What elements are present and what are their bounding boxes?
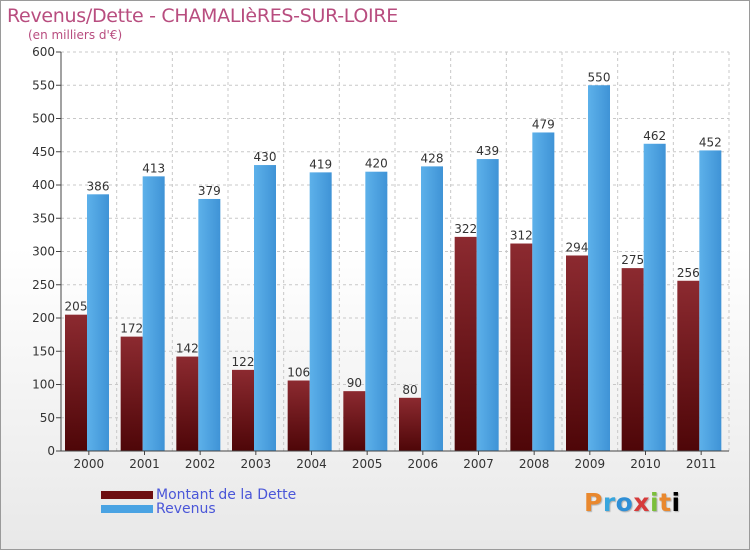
- y-tick-label: 400: [32, 178, 55, 192]
- bar-dette: [566, 255, 588, 451]
- data-label: 479: [532, 117, 555, 131]
- x-tick-label: 2000: [74, 457, 105, 471]
- chart-title: Revenus/Dette - CHAMALIèRES-SUR-LOIRE: [7, 5, 398, 27]
- y-tick-label: 150: [32, 344, 55, 358]
- data-label: 386: [87, 179, 110, 193]
- logo-letter: t: [659, 488, 672, 517]
- y-tick-label: 500: [32, 112, 55, 126]
- bar-revenus: [198, 198, 221, 451]
- x-tick-label: 2002: [185, 457, 216, 471]
- data-label: 90: [347, 376, 362, 390]
- y-tick-label: 450: [32, 145, 55, 159]
- y-tick-label: 250: [32, 278, 55, 292]
- data-label: 142: [176, 342, 199, 356]
- x-tick-label: 2003: [241, 457, 272, 471]
- bar-dette: [120, 336, 143, 451]
- logo-letter: o: [615, 488, 634, 517]
- data-label: 419: [309, 157, 332, 171]
- data-label: 379: [198, 184, 221, 198]
- x-tick-label: 2006: [408, 457, 439, 471]
- data-label: 122: [232, 355, 255, 369]
- y-tick-label: 0: [47, 444, 55, 458]
- legend-label-dette: Montant de la Dette: [156, 487, 297, 503]
- bar-dette: [232, 369, 254, 451]
- bar-dette: [343, 391, 366, 451]
- data-label: 430: [254, 150, 277, 164]
- grid-layer: [61, 51, 730, 451]
- bar-dette: [399, 397, 421, 451]
- data-label: 294: [566, 240, 589, 254]
- y-tick-label: 100: [32, 378, 55, 392]
- bar-dette: [287, 380, 310, 451]
- data-label: 462: [643, 129, 666, 143]
- x-tick-label: 2001: [129, 457, 160, 471]
- x-tick-label: 2010: [630, 457, 661, 471]
- bar-revenus: [421, 166, 443, 451]
- logo-letter: x: [633, 488, 650, 517]
- data-label: 413: [142, 161, 165, 175]
- y-tick-label: 550: [32, 78, 55, 92]
- legend-label-revenus: Revenus: [156, 501, 216, 517]
- bar-revenus: [476, 159, 499, 451]
- data-label: 420: [365, 157, 388, 171]
- x-tick-label: 2004: [296, 457, 327, 471]
- bar-revenus: [309, 172, 332, 452]
- bar-revenus: [588, 85, 610, 451]
- logo-letter: P: [584, 488, 603, 517]
- bar-dette: [510, 243, 533, 451]
- data-label: 550: [588, 70, 611, 84]
- x-tick-label: 2009: [575, 457, 606, 471]
- bar-revenus: [699, 150, 722, 452]
- y-tick-label: 300: [32, 245, 55, 259]
- data-label: 322: [454, 222, 477, 236]
- legend-swatch-dette: [101, 491, 153, 499]
- x-tick-label: 2005: [352, 457, 383, 471]
- data-label: 275: [621, 253, 644, 267]
- data-label: 205: [65, 300, 88, 314]
- proxiti-logo: Proxiti: [584, 488, 681, 517]
- data-label: 452: [699, 135, 722, 149]
- bar-revenus: [365, 171, 388, 451]
- bar-revenus: [142, 176, 165, 452]
- bar-revenus: [643, 143, 666, 451]
- bar-revenus: [87, 194, 109, 451]
- x-tick-label: 2007: [463, 457, 494, 471]
- y-tick-label: 350: [32, 211, 55, 225]
- bar-dette: [454, 236, 477, 451]
- logo-letter: i: [671, 488, 681, 517]
- data-label: 106: [287, 366, 310, 380]
- bar-dette: [621, 268, 644, 451]
- legend-swatch-revenus: [101, 505, 153, 513]
- data-label: 428: [421, 151, 444, 165]
- data-label: 172: [120, 322, 143, 336]
- labels-layer: 0 50 100 150 200 250 300 350 400 450 500 550 600 2000…: [32, 45, 722, 471]
- y-tick-label: 600: [32, 45, 55, 59]
- logo-letter: i: [650, 488, 660, 517]
- data-label: 312: [510, 229, 533, 243]
- bar-dette: [176, 356, 199, 451]
- data-label: 256: [677, 266, 700, 280]
- bars-layer: [65, 85, 722, 452]
- chart-subtitle: (en milliers d'€): [28, 28, 123, 42]
- logo-letter: r: [602, 488, 616, 517]
- data-label: 439: [476, 144, 499, 158]
- axis-layer: [56, 51, 729, 455]
- x-tick-label: 2011: [686, 457, 717, 471]
- y-tick-label: 50: [40, 411, 55, 425]
- bar-revenus: [254, 165, 276, 452]
- data-label: 80: [402, 383, 417, 397]
- bar-dette: [65, 314, 87, 451]
- bar-dette: [677, 280, 700, 451]
- x-tick-label: 2008: [519, 457, 550, 471]
- y-tick-label: 200: [32, 311, 55, 325]
- bar-revenus: [532, 132, 555, 451]
